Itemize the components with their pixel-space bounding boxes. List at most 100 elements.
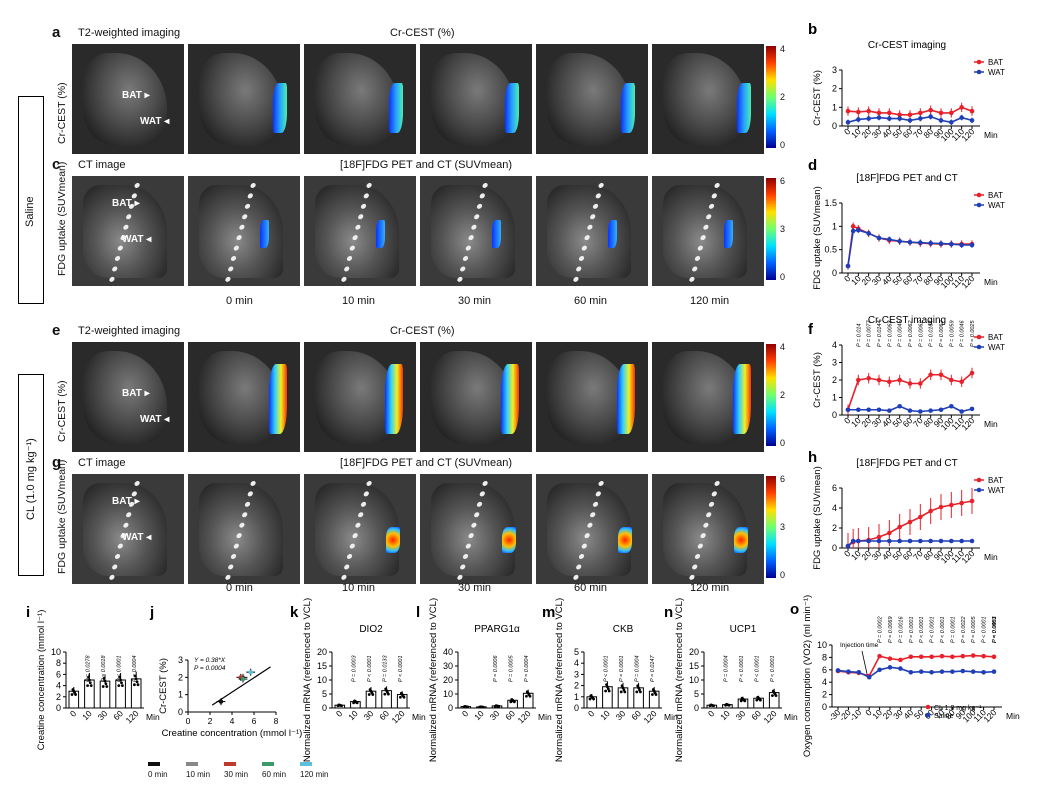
bar <box>753 697 764 709</box>
data-dot <box>336 704 340 708</box>
x-tick-label: 120 <box>124 708 141 725</box>
signal-region <box>500 364 519 434</box>
panel-g-left-title: CT image <box>78 457 126 469</box>
bar <box>768 692 780 709</box>
data-point <box>929 669 934 675</box>
y-tick-label: 0 <box>832 121 837 131</box>
data-point <box>876 235 882 241</box>
data-dot <box>638 688 641 692</box>
data-dot <box>465 705 469 709</box>
data-point <box>907 408 913 413</box>
p-value-annotation: P = 0.0018 <box>101 655 107 682</box>
bar <box>84 679 95 709</box>
p-value-annotation: P = 0.0069 <box>888 616 894 643</box>
bar <box>68 690 80 709</box>
data-point <box>938 241 944 247</box>
legend-label: 30 min <box>224 770 249 779</box>
x-tick-label: 100 <box>939 415 956 432</box>
data-dot <box>605 683 608 686</box>
panel-letter-n: n <box>664 604 673 621</box>
x-axis-unit: Min <box>984 419 998 429</box>
data-point <box>928 408 933 413</box>
x-tick-label: 80 <box>921 415 935 429</box>
data-dot <box>622 688 626 692</box>
panel-e-ylabel: Cr-CEST (%) <box>56 380 68 442</box>
x-tick-label: 50 <box>890 548 904 562</box>
panel-letter-c: c <box>52 156 61 173</box>
p-value-annotation: P = 0.0133 <box>383 655 389 682</box>
signal-region <box>491 220 501 248</box>
bar <box>522 692 534 709</box>
x-tick-label: 120 <box>959 415 976 432</box>
legend-marker <box>976 344 982 350</box>
legend-marker <box>976 192 982 198</box>
p-value-annotation: P < 0.0001 <box>367 655 373 682</box>
scatter-point <box>238 675 243 680</box>
anatomy <box>315 52 400 147</box>
data-point <box>876 538 882 544</box>
legend-label: 120 min <box>300 770 329 779</box>
legend-marker <box>925 712 931 718</box>
data-point <box>928 241 933 246</box>
panel-letter-k: k <box>290 604 299 621</box>
data-dot <box>711 704 715 707</box>
data-dot <box>512 699 515 703</box>
data-point <box>949 403 954 409</box>
panel-a-center-title: Cr-CEST (%) <box>390 27 455 39</box>
data-dot <box>118 675 122 679</box>
image-e-4 <box>536 342 648 452</box>
colorbar-tick: 4 <box>780 342 786 352</box>
y-tick-label: 0 <box>832 543 837 553</box>
bar <box>381 690 392 709</box>
wat-label: WAT ◂ <box>140 116 170 127</box>
time-label: 120 min <box>690 295 730 307</box>
p-value-annotation: P < 0.0001 <box>982 616 988 643</box>
data-point <box>897 524 902 530</box>
data-dot <box>399 691 403 695</box>
x-tick-label: 120 <box>959 273 976 290</box>
data-point <box>991 669 997 674</box>
data-point <box>887 665 893 670</box>
image-c-0: BAT ▸ WAT ◂ <box>72 176 184 286</box>
data-point <box>845 407 851 413</box>
x-tick-label: 60 <box>629 708 643 722</box>
image-g-4 <box>536 474 648 584</box>
time-label: 60 min <box>574 582 608 594</box>
anatomy <box>199 482 284 577</box>
data-dot <box>527 693 531 697</box>
x-tick-label: 30 <box>870 273 884 287</box>
data-dot <box>117 684 121 687</box>
data-dot <box>466 705 469 709</box>
p-value-annotation: P = 0.0278 <box>85 655 91 682</box>
p-value-annotation: P = 0.0006 <box>493 655 499 682</box>
injection-arrow <box>861 650 868 675</box>
colorbar-c <box>766 178 776 280</box>
y-tick-label: 10 <box>817 640 827 650</box>
x-tick-label: 40 <box>880 548 894 562</box>
data-dot <box>724 703 727 707</box>
bar <box>507 699 518 709</box>
image-c-1 <box>188 176 300 286</box>
x-tick-label: 8 <box>274 716 279 726</box>
y-tick-label: 1 <box>574 692 579 702</box>
y-tick-label: 1 <box>832 102 837 112</box>
y-tick-label: 2 <box>574 681 579 691</box>
series-line-WAT <box>848 405 973 413</box>
panel-letter-f: f <box>808 321 814 338</box>
bar <box>350 701 361 709</box>
bar <box>633 687 644 709</box>
bat-label: BAT ▸ <box>112 198 140 209</box>
data-dot <box>709 703 713 707</box>
data-dot <box>337 703 341 707</box>
data-point <box>897 238 902 244</box>
time-label: 30 min <box>458 582 492 594</box>
data-point <box>949 241 954 247</box>
data-point <box>969 498 975 504</box>
data-point <box>846 669 851 675</box>
x-tick-label: 120 <box>762 708 779 725</box>
p-value-annotation: P = 0.0003 <box>992 616 998 643</box>
image-g-2 <box>304 474 416 584</box>
data-point <box>959 241 964 247</box>
y-tick-label: 0 <box>178 707 183 717</box>
data-point <box>969 538 975 544</box>
